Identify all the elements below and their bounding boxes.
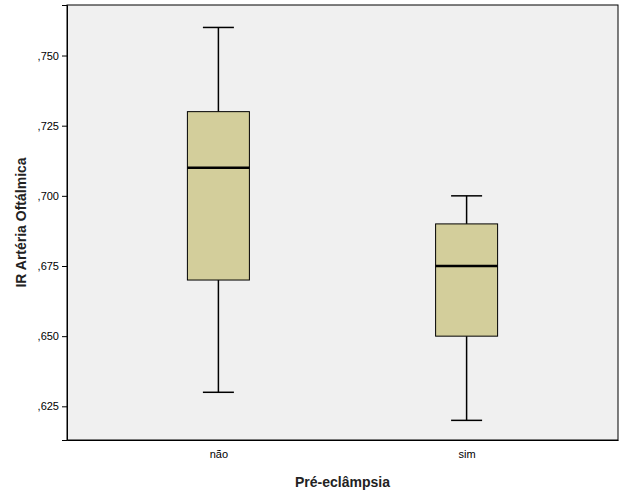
chart: ,625 ,650 ,675 ,700 ,725 ,750 não sim Pré-eclâmp… (0, 0, 626, 501)
y-tick-mark (62, 406, 67, 407)
y-tick-label: ,750 (38, 50, 59, 62)
plot: ,625 ,650 ,675 ,700 ,725 ,750 não sim (38, 5, 619, 460)
plot-frame (67, 5, 618, 440)
y-tick-label: ,725 (38, 120, 59, 132)
y-tick-mark (62, 336, 67, 337)
y-tick-label: ,650 (38, 330, 59, 342)
x-axis: não sim (68, 440, 619, 460)
lower-cap (203, 392, 234, 394)
y-tick-mark (62, 266, 67, 267)
y-axis-title: IR Artéria Oftálmica (13, 157, 29, 287)
y-tick-mark (62, 126, 67, 127)
y-tick: ,650 (38, 330, 67, 342)
boxes (187, 27, 497, 420)
box (187, 112, 249, 280)
y-tick-label: ,675 (38, 260, 59, 272)
plot-background (67, 5, 618, 440)
y-tick-label: ,625 (38, 400, 59, 412)
lower-whisker (466, 336, 468, 420)
x-tick: não (210, 440, 228, 460)
upper-cap (451, 195, 482, 197)
x-tick: sim (459, 440, 476, 460)
y-tick: ,675 (38, 260, 67, 272)
y-tick: ,725 (38, 120, 67, 132)
y-tick-mark (62, 196, 67, 197)
y-tick: ,700 (38, 190, 67, 202)
x-tick-label: não (210, 448, 228, 460)
upper-whisker (218, 27, 220, 111)
box (436, 224, 498, 336)
lower-cap (451, 420, 482, 422)
y-axis: ,625 ,650 ,675 ,700 ,725 ,750 (38, 6, 68, 441)
box-plot (436, 196, 498, 421)
upper-cap (203, 27, 234, 29)
y-tick-mark (62, 56, 67, 57)
x-tick-label: sim (459, 448, 476, 460)
median (436, 265, 498, 268)
y-tick-label: ,700 (38, 190, 59, 202)
y-tick: ,625 (38, 400, 67, 412)
box-plot (187, 27, 249, 392)
lower-whisker (218, 280, 220, 392)
upper-whisker (466, 196, 468, 224)
x-axis-title: Pré-eclâmpsia (295, 474, 390, 490)
y-tick: ,750 (38, 50, 67, 62)
median (187, 167, 249, 170)
